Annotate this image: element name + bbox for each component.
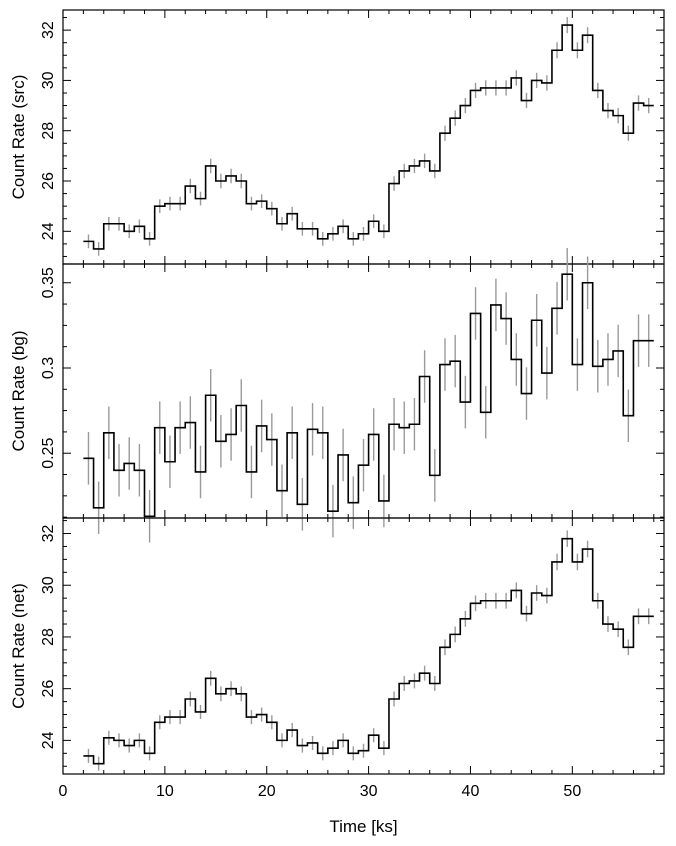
step-line — [83, 273, 654, 518]
step-line — [83, 537, 654, 765]
plot-frame — [62, 9, 665, 265]
y-axis-label: Count Rate (net) — [9, 583, 28, 709]
x-tick-label: 20 — [258, 783, 276, 800]
plot-frame — [62, 517, 665, 775]
step-line — [83, 24, 654, 250]
x-tick-label: 0 — [59, 783, 68, 800]
y-tick-label: 32 — [40, 525, 57, 543]
y-tick-label: 28 — [40, 122, 57, 140]
panel-bg: 0.25 0.3 0.35 Count Rate (bg) — [9, 247, 665, 543]
x-tick-label: 40 — [462, 783, 480, 800]
y-axis-label: Count Rate (bg) — [9, 331, 28, 452]
y-tick-label: 26 — [40, 680, 57, 698]
x-axis-label: Time [ks] — [329, 817, 397, 836]
y-axis-label: Count Rate (src) — [9, 75, 28, 200]
y-tick-label: 24 — [40, 731, 57, 749]
y-tick-label: 0.25 — [40, 438, 57, 469]
y-tick-label: 28 — [40, 628, 57, 646]
y-tick-label: 32 — [40, 21, 57, 39]
y-tick-label: 26 — [40, 172, 57, 190]
panel-net: 24 26 28 30 32 Count Rate (net) 0 10 20 30 40 50 — [9, 517, 665, 800]
y-tick-label: 0.35 — [40, 267, 57, 298]
x-tick-label: 50 — [563, 783, 581, 800]
panel-src: 24 26 28 30 32 Count Rate (src) — [9, 9, 665, 265]
y-tick-label: 0.3 — [40, 357, 57, 379]
x-tick-label: 10 — [156, 783, 174, 800]
y-tick-label: 30 — [40, 71, 57, 89]
x-tick-label: 30 — [360, 783, 378, 800]
y-tick-label: 30 — [40, 576, 57, 594]
y-tick-label: 24 — [40, 222, 57, 240]
